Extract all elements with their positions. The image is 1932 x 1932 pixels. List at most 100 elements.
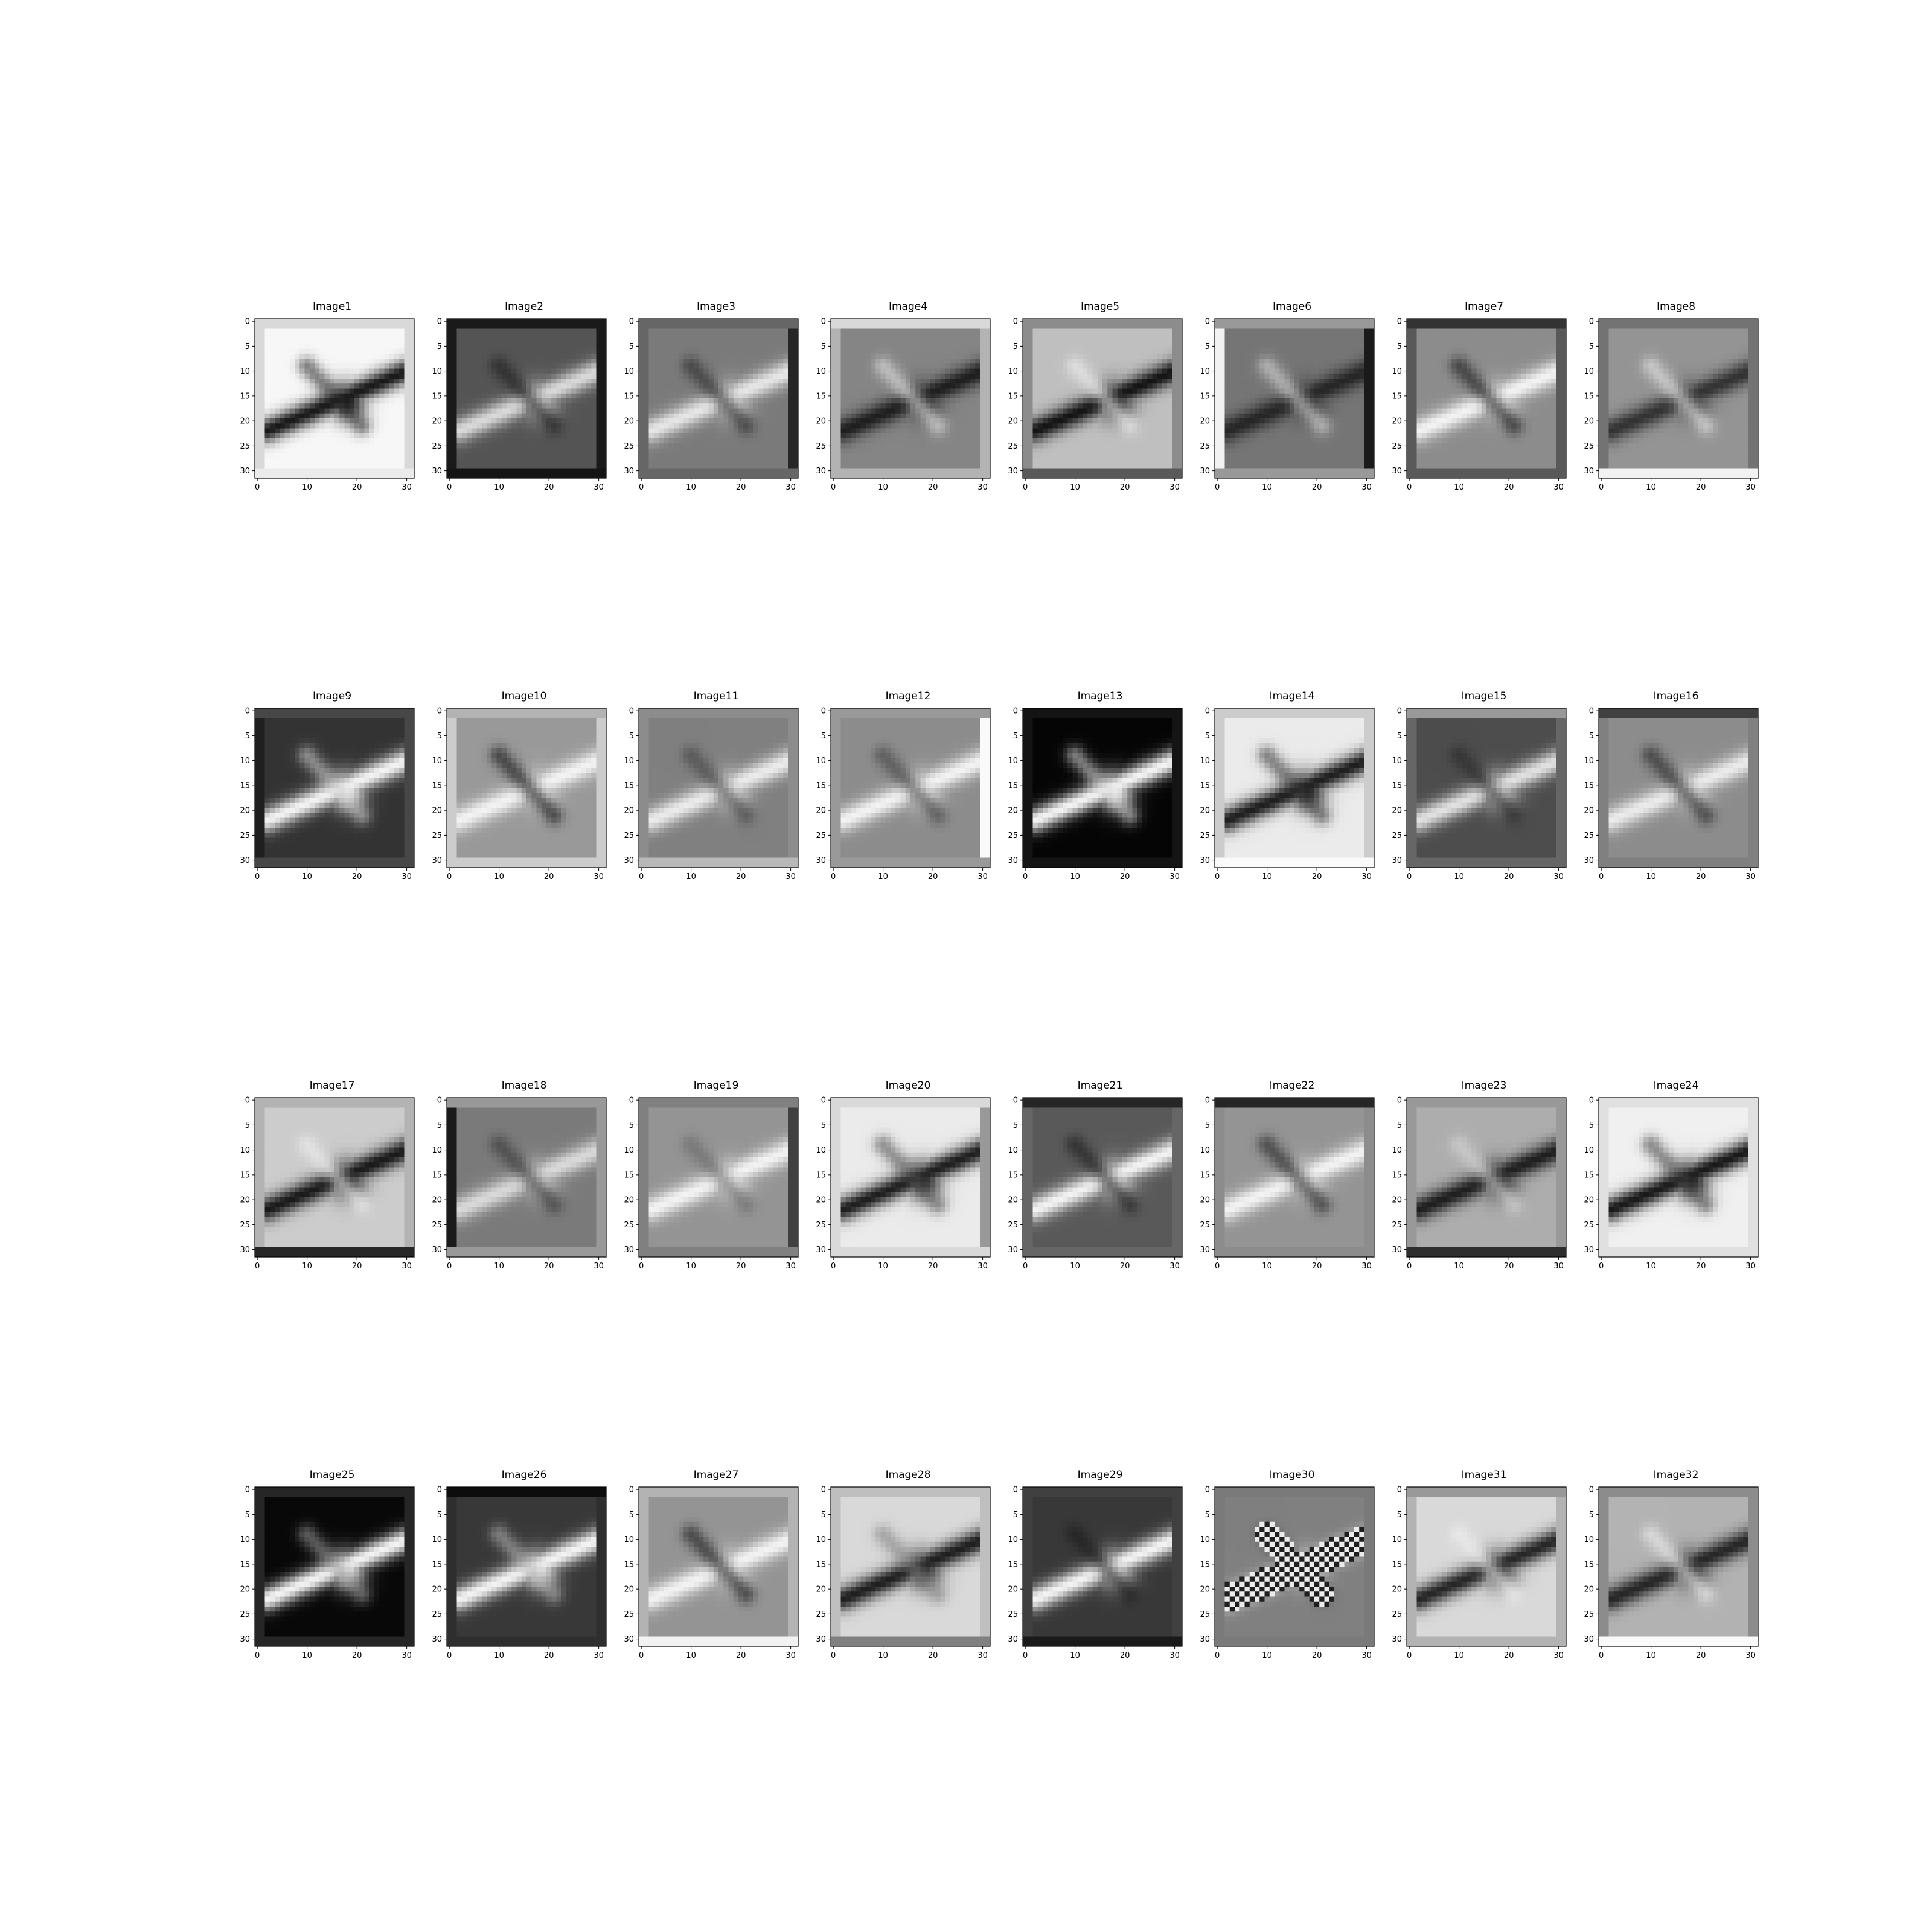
pixel-cell: [1132, 413, 1138, 419]
pixel-cell: [659, 398, 664, 404]
pixel-cell: [880, 448, 886, 454]
pixel-cell: [980, 428, 986, 434]
pixel-cell: [576, 368, 582, 374]
pixel-cell: [404, 423, 410, 429]
pixel-cell: [1063, 403, 1068, 409]
pixel-cell: [586, 428, 592, 434]
pixel-cell: [521, 418, 527, 424]
pixel-cell: [1063, 433, 1068, 439]
pixel-cell: [1177, 344, 1183, 349]
pixel-cell: [389, 403, 395, 409]
pixel-cell: [668, 428, 674, 434]
pixel-cell: [945, 433, 951, 439]
pixel-cell: [461, 428, 467, 434]
pixel-cell: [521, 408, 527, 414]
pixel-cell: [255, 408, 260, 414]
pixel-cell: [531, 344, 537, 349]
pixel-cell: [679, 319, 684, 324]
pixel-cell: [699, 348, 704, 354]
pixel-cell: [1097, 368, 1103, 374]
pixel-cell: [546, 463, 552, 469]
pixel-cell: [461, 448, 467, 454]
pixel-cell: [1032, 339, 1038, 344]
pixel-cell: [269, 463, 275, 469]
pixel-cell: [738, 328, 744, 334]
pixel-cell: [586, 333, 592, 339]
pixel-cell: [738, 368, 744, 374]
pixel-cell: [409, 448, 415, 454]
pixel-cell: [295, 388, 300, 394]
pixel-cell: [496, 408, 502, 414]
pixel-cell: [596, 418, 602, 424]
pixel-cell: [1157, 368, 1163, 374]
pixel-cell: [880, 339, 886, 344]
pixel-cell: [1023, 383, 1028, 389]
pixel-cell: [975, 319, 980, 324]
pixel-cell: [280, 413, 285, 419]
pixel-cell: [284, 344, 290, 349]
pixel-cell: [324, 359, 330, 364]
pixel-cell: [683, 453, 689, 459]
pixel-cell: [783, 324, 788, 329]
pixel-cell: [723, 448, 729, 454]
pixel-cell: [467, 359, 472, 364]
pixel-cell: [476, 443, 482, 449]
pixel-cell: [501, 373, 507, 379]
pixel-cell: [693, 413, 699, 419]
pixel-cell: [1127, 388, 1133, 394]
pixel-cell: [673, 433, 679, 439]
pixel-cell: [260, 363, 265, 369]
pixel-cell: [940, 428, 946, 434]
pixel-cell: [319, 363, 325, 369]
pixel-cell: [910, 458, 916, 464]
pixel-cell: [758, 324, 764, 329]
pixel-cell: [743, 468, 749, 474]
pixel-cell: [831, 319, 836, 324]
pixel-cell: [659, 383, 664, 389]
pixel-cell: [1077, 383, 1083, 389]
pixel-cell: [452, 448, 457, 454]
pixel-cell: [703, 468, 709, 474]
pixel-cell: [456, 408, 462, 414]
pixel-cell: [1172, 328, 1178, 334]
pixel-cell: [452, 359, 457, 364]
pixel-cell: [871, 398, 876, 404]
pixel-cell: [778, 383, 784, 389]
pixel-cell: [551, 443, 557, 449]
pixel-cell: [865, 319, 871, 324]
pixel-cell: [389, 443, 395, 449]
pixel-cell: [1147, 363, 1153, 369]
pixel-cell: [1132, 403, 1138, 409]
pixel-cell: [315, 344, 320, 349]
pixel-cell: [970, 379, 976, 384]
pixel-cell: [1177, 393, 1183, 399]
pixel-cell: [985, 418, 991, 424]
pixel-cell: [456, 383, 462, 389]
pixel-cell: [487, 393, 492, 399]
pixel-cell: [673, 473, 679, 479]
pixel-cell: [925, 324, 931, 329]
pixel-cell: [788, 363, 794, 369]
pixel-cell: [639, 473, 644, 479]
pixel-cell: [551, 368, 557, 374]
pixel-cell: [399, 383, 405, 389]
pixel-cell: [728, 353, 734, 359]
pixel-cell: [476, 339, 482, 344]
pixel-cell: [404, 359, 410, 364]
pixel-cell: [260, 328, 265, 334]
pixel-cell: [304, 473, 310, 479]
y-tick-label: 0: [821, 318, 826, 327]
pixel-cell: [394, 438, 400, 444]
pixel-cell: [1157, 403, 1163, 409]
pixel-cell: [836, 393, 841, 399]
pixel-cell: [596, 438, 602, 444]
pixel-cell: [871, 458, 876, 464]
pixel-cell: [461, 393, 467, 399]
pixel-cell: [521, 393, 527, 399]
pixel-cell: [895, 373, 901, 379]
pixel-cell: [718, 473, 724, 479]
pixel-cell: [501, 388, 507, 394]
x-tick-label: 20: [736, 483, 746, 492]
pixel-cell: [571, 324, 577, 329]
pixel-cell: [591, 388, 597, 394]
